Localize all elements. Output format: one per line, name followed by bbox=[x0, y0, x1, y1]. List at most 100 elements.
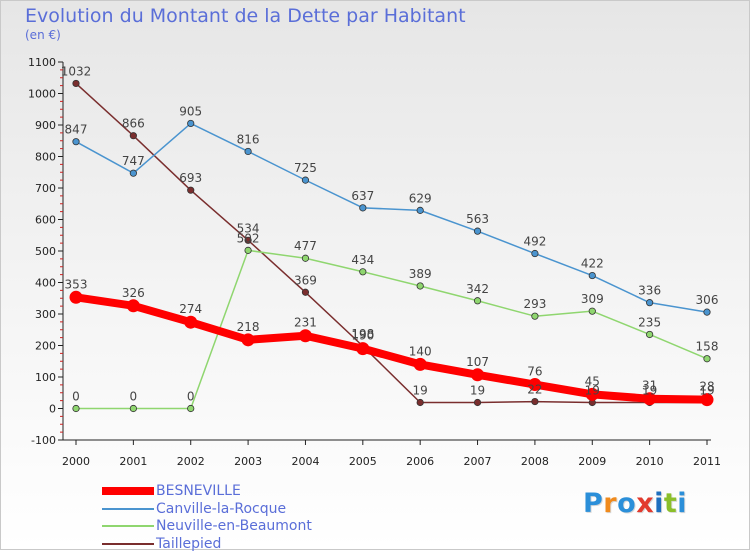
data-point bbox=[129, 404, 137, 413]
x-tick-label: 2004 bbox=[291, 455, 319, 468]
data-label: 28 bbox=[699, 380, 714, 394]
series-lines bbox=[72, 82, 711, 410]
data-label: 107 bbox=[466, 355, 489, 369]
data-label: 847 bbox=[65, 123, 88, 137]
data-point bbox=[72, 79, 80, 88]
data-point bbox=[129, 132, 137, 140]
data-label: 19 bbox=[413, 384, 428, 398]
series-line-besneville bbox=[72, 293, 711, 404]
data-label: 816 bbox=[237, 132, 260, 146]
data-label: 140 bbox=[409, 344, 432, 358]
data-label: 19 bbox=[470, 384, 485, 398]
y-tick-label: 900 bbox=[35, 119, 56, 132]
data-point bbox=[416, 282, 424, 290]
chart-subtitle: (en €) bbox=[25, 28, 61, 42]
chart-title: Evolution du Montant de la Dette par Hab… bbox=[25, 5, 466, 27]
y-tick-label: 500 bbox=[35, 245, 56, 258]
data-label: 434 bbox=[351, 253, 374, 267]
data-point bbox=[187, 404, 195, 413]
logo-letter: i bbox=[654, 488, 664, 519]
proxiti-logo: Proxiti bbox=[583, 488, 687, 519]
data-point bbox=[126, 299, 140, 313]
data-label: 190 bbox=[351, 329, 374, 343]
data-label: 218 bbox=[237, 320, 260, 334]
data-label: 492 bbox=[523, 235, 546, 249]
logo-letter: o bbox=[617, 488, 637, 519]
y-tick-label: 700 bbox=[35, 182, 56, 195]
data-point bbox=[646, 330, 654, 339]
series-line-canville-la-rocque bbox=[75, 122, 708, 313]
data-point bbox=[244, 147, 252, 156]
data-point bbox=[531, 397, 539, 406]
data-label: 19 bbox=[642, 384, 657, 398]
data-point bbox=[359, 204, 367, 212]
data-label: 326 bbox=[122, 286, 145, 300]
data-label: 235 bbox=[638, 315, 661, 329]
data-label: 905 bbox=[179, 104, 202, 118]
data-point bbox=[531, 249, 539, 258]
legend-label: Neuville-en-Beaumont bbox=[156, 518, 312, 534]
x-tick-label: 2001 bbox=[119, 455, 147, 468]
data-point bbox=[72, 404, 80, 413]
y-tick-label: 300 bbox=[35, 308, 56, 321]
data-point bbox=[528, 378, 542, 392]
x-tick-label: 2003 bbox=[234, 455, 262, 468]
data-label: 293 bbox=[523, 297, 546, 311]
data-label: 693 bbox=[179, 171, 202, 185]
data-point bbox=[703, 355, 711, 363]
data-point bbox=[531, 312, 539, 320]
y-tick-label: 200 bbox=[35, 340, 56, 353]
data-label: 1032 bbox=[61, 64, 92, 78]
data-point bbox=[473, 297, 482, 305]
x-tick-label: 2009 bbox=[578, 455, 606, 468]
legend-label: Canville-la-Rocque bbox=[156, 500, 287, 517]
y-tick-label: 1000 bbox=[28, 88, 56, 101]
x-tick-label: 2007 bbox=[464, 455, 492, 468]
x-tick-label: 2011 bbox=[693, 455, 721, 468]
legend-label: Taillepied bbox=[156, 535, 222, 552]
data-label: 353 bbox=[65, 277, 88, 291]
data-point bbox=[244, 236, 252, 244]
legend-swatch bbox=[102, 525, 154, 527]
data-point bbox=[416, 206, 424, 214]
data-point bbox=[72, 138, 80, 146]
data-label: 534 bbox=[237, 221, 260, 235]
data-point bbox=[184, 315, 198, 329]
y-tick-label: 800 bbox=[35, 151, 56, 164]
logo-letter: t bbox=[663, 488, 678, 519]
data-label: 629 bbox=[409, 191, 432, 205]
data-label: 747 bbox=[122, 154, 145, 168]
logo-letter: i bbox=[677, 488, 688, 519]
series-markers bbox=[69, 79, 714, 413]
x-tick-label: 2005 bbox=[349, 455, 377, 468]
y-tick-label: 0 bbox=[49, 403, 56, 416]
data-label: 19 bbox=[585, 384, 600, 398]
data-point bbox=[646, 299, 654, 307]
data-point bbox=[703, 308, 711, 316]
data-label: 158 bbox=[696, 340, 719, 354]
x-tick-label: 2000 bbox=[62, 455, 90, 468]
data-label: 309 bbox=[581, 292, 604, 306]
data-point bbox=[187, 186, 195, 194]
y-tick-label: 100 bbox=[35, 371, 56, 384]
data-point bbox=[588, 271, 596, 280]
data-point bbox=[301, 288, 310, 296]
y-tick-label: 400 bbox=[35, 277, 56, 290]
x-tick-label: 2008 bbox=[521, 455, 549, 468]
data-label: 369 bbox=[294, 273, 317, 287]
data-label: 389 bbox=[409, 267, 432, 281]
data-point bbox=[473, 398, 482, 407]
data-point bbox=[301, 176, 310, 184]
x-tick-label: 2006 bbox=[406, 455, 434, 468]
data-label: 231 bbox=[294, 316, 317, 330]
data-label: 502 bbox=[237, 231, 260, 245]
data-point bbox=[298, 329, 312, 343]
data-point bbox=[244, 246, 252, 254]
data-label: 336 bbox=[638, 284, 661, 298]
data-label: 866 bbox=[122, 117, 145, 131]
data-label: 342 bbox=[466, 282, 489, 296]
data-label: 76 bbox=[527, 365, 542, 379]
